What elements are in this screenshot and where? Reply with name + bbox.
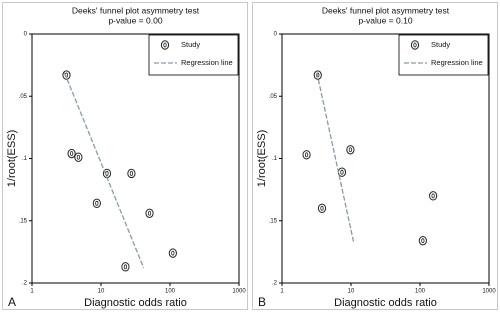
y-tick-label: .05 — [269, 94, 278, 100]
y-tick-label: .2 — [272, 281, 278, 287]
study-point — [168, 248, 177, 258]
study-marker — [429, 191, 438, 201]
panel-label: B — [258, 295, 266, 309]
y-tick-label: 0 — [24, 32, 28, 38]
x-tick-label: 100 — [415, 289, 426, 295]
study-marker-inner — [76, 154, 80, 160]
y-tick-label: .1 — [22, 156, 28, 162]
study-marker — [168, 248, 177, 258]
chart-subtitle: p-value = 0.10 — [358, 15, 412, 25]
study-marker — [92, 198, 101, 209]
study-point — [346, 145, 355, 155]
study-point — [62, 70, 71, 80]
study-marker — [67, 148, 76, 159]
study-point — [74, 152, 83, 162]
x-tick-label: 10 — [98, 289, 105, 295]
study-marker-inner — [348, 147, 352, 153]
study-marker — [302, 150, 311, 160]
panel-a: Deeks' funnel plot asymmetry testp-value… — [2, 2, 248, 310]
study-marker — [62, 70, 71, 80]
y-axis-label: 1/root(ESS) — [256, 130, 268, 187]
study-point — [337, 167, 347, 177]
y-axis-label: 1/root(ESS) — [6, 130, 18, 187]
x-tick-label: 1 — [280, 289, 284, 295]
study-marker-inner — [431, 193, 435, 199]
x-tick-label: 1000 — [232, 289, 246, 295]
study-marker — [121, 262, 130, 272]
study-marker — [127, 168, 136, 179]
study-marker-inner — [129, 171, 134, 176]
study-marker-inner — [320, 205, 324, 211]
study-point — [418, 235, 427, 246]
y-tick-label: .1 — [272, 156, 278, 162]
legend-marker-inner — [413, 42, 417, 48]
study-point — [429, 191, 438, 201]
study-point — [92, 198, 101, 209]
chart-title: Deeks' funnel plot asymmetry test — [72, 5, 200, 15]
study-point — [145, 208, 154, 218]
study-point — [67, 148, 76, 159]
panel-label: A — [8, 295, 16, 309]
legend-marker — [160, 40, 170, 50]
x-tick-label: 1000 — [482, 289, 496, 295]
study-marker — [418, 235, 427, 246]
study-marker-inner — [171, 250, 175, 256]
study-point — [127, 168, 136, 179]
y-tick-label: .15 — [269, 218, 278, 224]
x-axis-label: Diagnostic odds ratio — [334, 297, 437, 309]
study-marker — [317, 203, 327, 214]
legend-marker — [410, 40, 420, 50]
panel-b: Deeks' funnel plot asymmetry testp-value… — [252, 2, 498, 310]
chart-subtitle: p-value = 0.00 — [108, 15, 162, 25]
study-marker — [346, 145, 355, 155]
study-marker-inner — [95, 200, 99, 206]
y-tick-label: 0 — [274, 32, 278, 38]
y-tick-label: .15 — [19, 218, 28, 224]
x-tick-label: 10 — [348, 289, 355, 295]
study-marker — [145, 208, 154, 218]
study-point — [121, 262, 130, 272]
study-marker-inner — [123, 264, 128, 270]
legend-label: Regression line — [181, 58, 233, 67]
x-tick-label: 100 — [165, 289, 176, 295]
y-tick-label: .05 — [19, 94, 28, 100]
study-point — [302, 150, 311, 160]
legend-label: Study — [181, 40, 200, 49]
x-tick-label: 1 — [30, 289, 34, 295]
study-marker-inner — [70, 151, 74, 156]
legend-label: Study — [431, 40, 450, 49]
study-marker-inner — [304, 152, 309, 158]
legend-label: Regression line — [431, 58, 483, 67]
study-point — [317, 203, 327, 214]
y-tick-label: .2 — [22, 281, 28, 287]
study-marker-inner — [421, 238, 425, 244]
study-marker-inner — [147, 210, 152, 216]
regression-line — [63, 72, 145, 269]
study-marker — [74, 152, 83, 162]
x-axis-label: Diagnostic odds ratio — [84, 297, 187, 309]
study-marker-inner — [340, 169, 344, 175]
legend-marker-inner — [163, 42, 167, 48]
chart-title: Deeks' funnel plot asymmetry test — [322, 5, 450, 15]
regression-line — [316, 72, 355, 243]
